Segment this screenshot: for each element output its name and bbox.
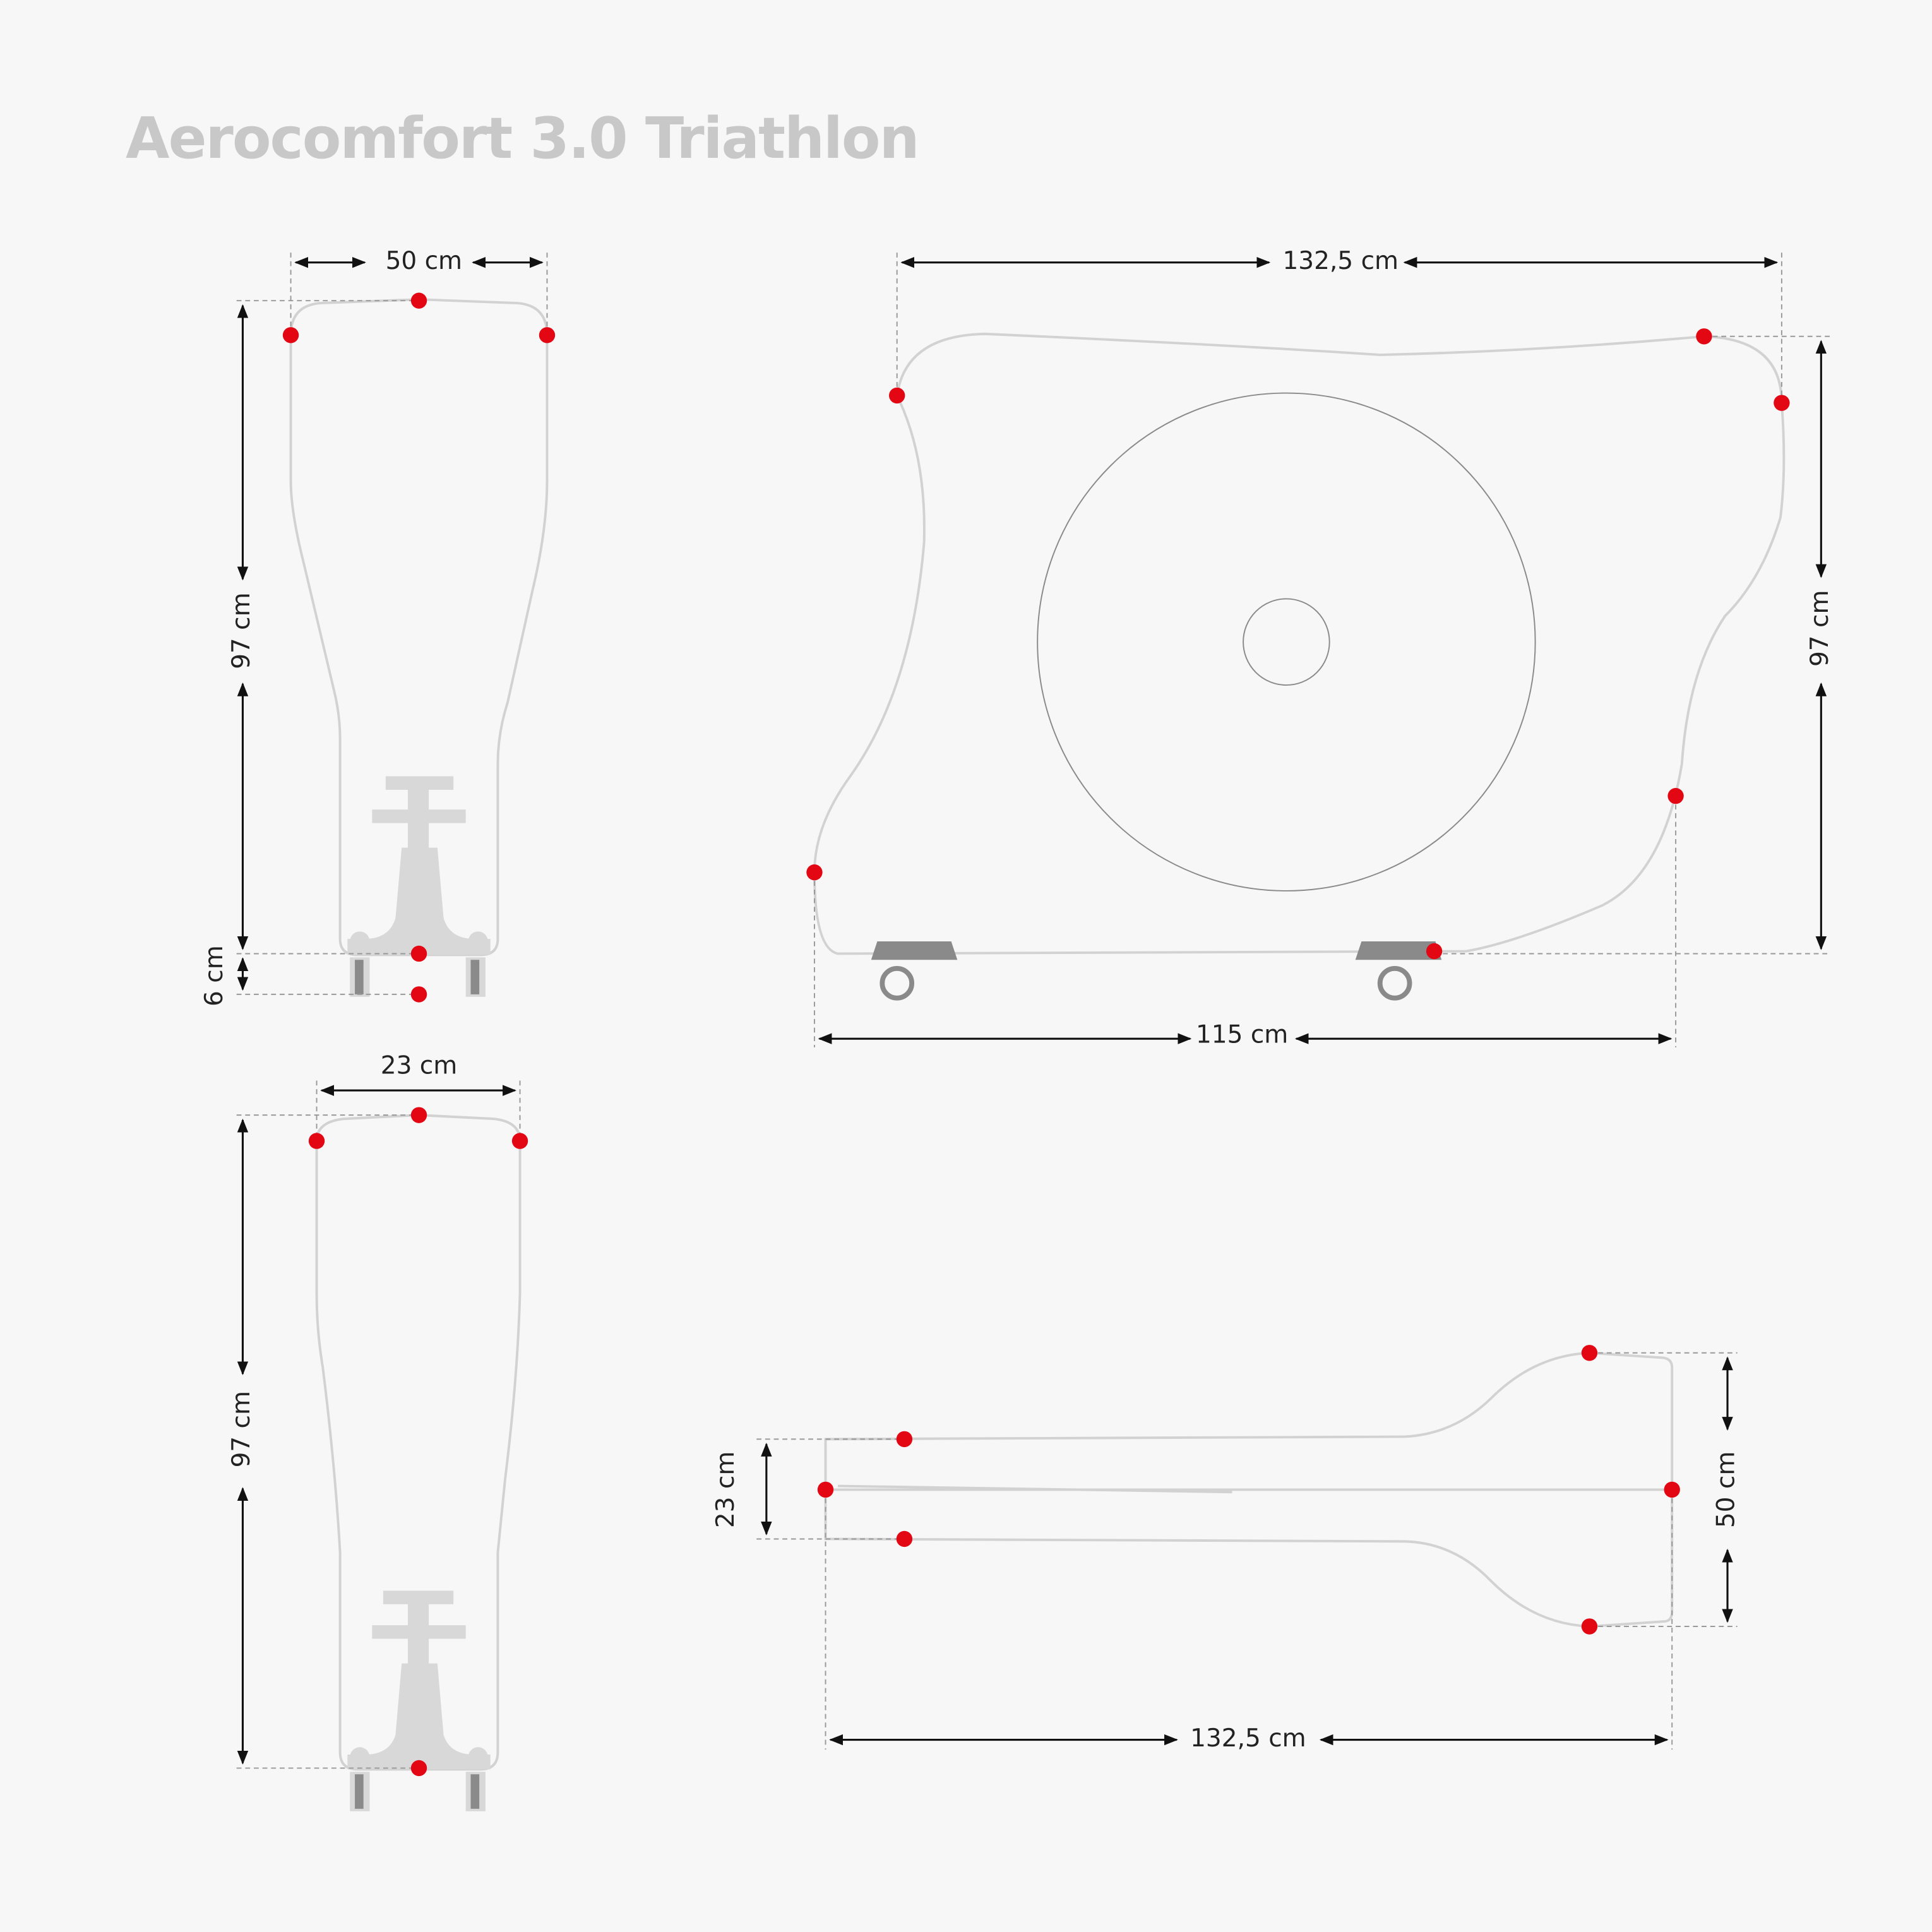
shape [407, 788, 429, 850]
measure-point [410, 292, 427, 309]
guide-line [756, 1352, 1738, 1750]
measure-point [1667, 788, 1684, 804]
shape [407, 1601, 429, 1666]
dimension-label: 6 cm [200, 945, 229, 1006]
dimension-label: 50 cm [1712, 1452, 1741, 1529]
measure-point [410, 1760, 427, 1777]
measure-point [1581, 1618, 1598, 1635]
measure-point [896, 1431, 913, 1448]
shape [468, 1747, 488, 1767]
measure-point [282, 327, 299, 343]
measure-point [1696, 328, 1712, 345]
shape [1243, 598, 1330, 686]
dimension-label: 97 cm [227, 592, 256, 669]
shape [347, 1663, 491, 1770]
shape [468, 931, 488, 951]
measure-point [308, 1133, 325, 1149]
measure-point [1581, 1345, 1598, 1361]
measure-point [511, 1133, 528, 1149]
shape [347, 847, 491, 955]
shape [871, 941, 958, 960]
dimension-label: 132,5 cm [1282, 247, 1398, 275]
shape [350, 931, 370, 951]
dimension-label: 50 cm [386, 247, 463, 275]
shape [470, 960, 480, 994]
shape [470, 1774, 480, 1809]
dimension-label: 97 cm [227, 1391, 256, 1468]
guide-line [813, 253, 1831, 1047]
guide-line [236, 253, 548, 995]
shape [350, 1747, 370, 1767]
measure-point [410, 986, 427, 1003]
measure-point [889, 387, 905, 404]
measure-point [806, 864, 823, 881]
measure-point [1774, 395, 1790, 411]
front-view-narrow: 23 cm 97 cm [227, 1052, 528, 1811]
dimension-label: 23 cm [712, 1452, 740, 1529]
shape [383, 1590, 454, 1604]
shape [1355, 941, 1442, 960]
measure-point [410, 1107, 427, 1123]
shape [355, 960, 364, 994]
shape [1377, 965, 1412, 1001]
measure-point [1426, 943, 1443, 960]
dimension-label: 115 cm [1196, 1021, 1288, 1049]
measure-point [817, 1481, 834, 1498]
shape [813, 332, 1786, 955]
shape [385, 776, 454, 790]
front-view: 50 cm 97 cm 6 cm [200, 247, 556, 1006]
dimension-label: 132,5 cm [1190, 1724, 1306, 1753]
measure-point [539, 327, 556, 343]
measure-point [410, 945, 427, 962]
side-view: 132,5 cm 97 cm 115 cm [806, 247, 1834, 1049]
shape [825, 1484, 1673, 1494]
shape [289, 298, 549, 957]
shape [880, 965, 915, 1001]
measure-point [1664, 1481, 1680, 1498]
measure-point [896, 1530, 913, 1547]
dimension-label: 23 cm [381, 1052, 458, 1080]
guide-line [236, 1080, 521, 1769]
top-view: 23 cm 50 cm 132,5 cm [712, 1345, 1741, 1753]
title: Aerocomfort 3.0 Triathlon [126, 106, 919, 172]
shape [315, 1114, 522, 1771]
shape [355, 1774, 364, 1809]
shape [1037, 392, 1536, 891]
dimension-label: 97 cm [1806, 590, 1834, 667]
